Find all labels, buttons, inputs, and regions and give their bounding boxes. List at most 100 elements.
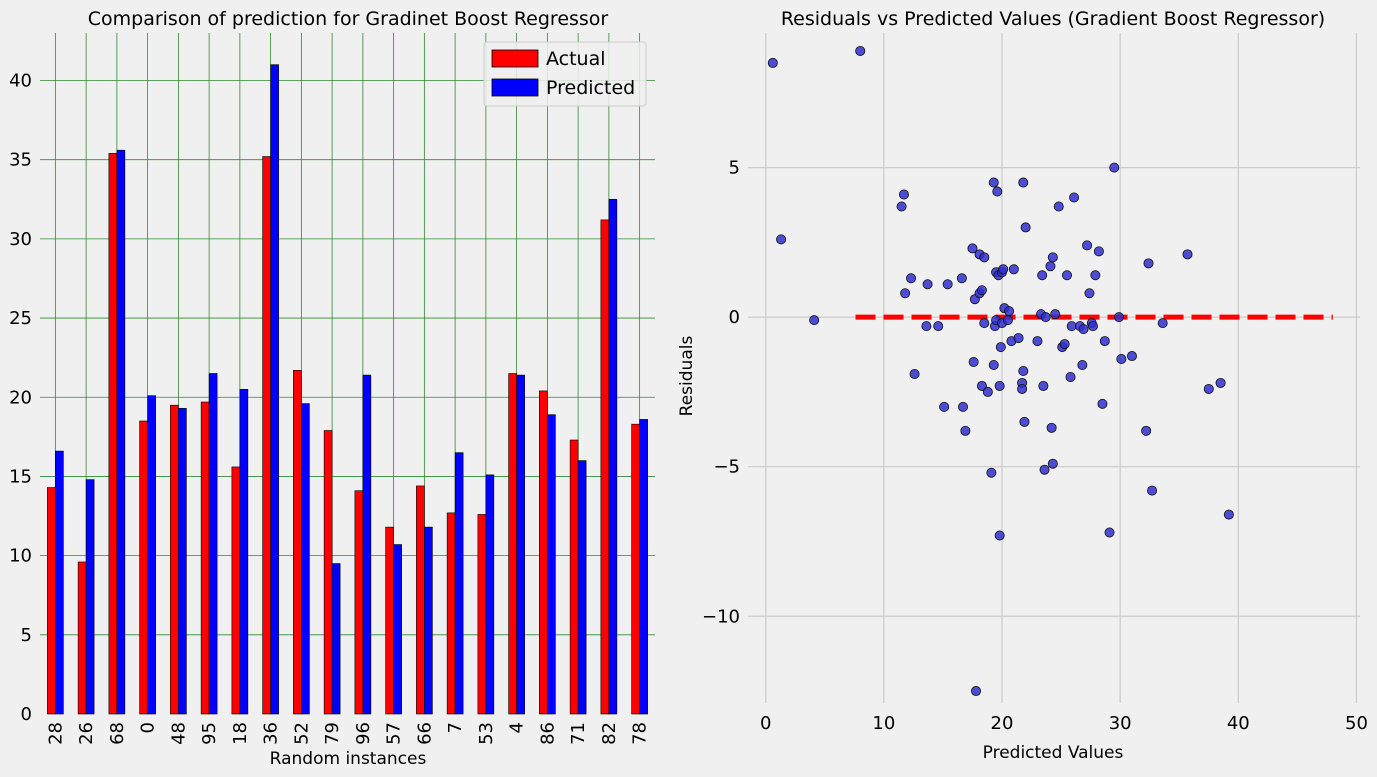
bar-y-tick-label: 15 — [9, 466, 32, 487]
scatter-x-tick-label: 50 — [1345, 713, 1368, 734]
scatter-point — [1019, 416, 1030, 427]
scatter-point — [1046, 422, 1057, 433]
scatter-point — [1002, 315, 1013, 326]
bar-actual-79 — [323, 430, 333, 715]
scatter-point — [976, 380, 987, 391]
bar-predicted-96 — [362, 374, 372, 715]
bar-predicted-57 — [393, 544, 402, 715]
scatter-point — [896, 201, 907, 212]
legend-label-actual: Actual — [546, 48, 606, 70]
scatter-point — [1099, 336, 1110, 347]
bar-actual-86 — [539, 390, 548, 715]
bar-predicted-52 — [301, 403, 310, 715]
bar-predicted-7 — [454, 452, 464, 715]
scatter-point — [1047, 252, 1058, 263]
scatter-point — [1082, 240, 1093, 251]
bar-x-tick-label: 53 — [476, 722, 497, 745]
scatter-point — [1116, 354, 1127, 365]
scatter-point — [988, 360, 999, 371]
bar-chart-y-ticks: 0 5 10 15 20 25 30 35 40 — [9, 71, 32, 725]
bar-y-tick-label: 20 — [9, 387, 32, 408]
scatter-point — [1017, 383, 1028, 394]
bar-actual-4 — [508, 373, 517, 715]
scatter-point — [776, 234, 787, 245]
scatter-point — [922, 279, 933, 290]
scatter-chart-x-ticks: 0 10 20 30 40 50 — [760, 713, 1368, 734]
scatter-point — [900, 288, 911, 299]
scatter-point — [1104, 527, 1115, 538]
scatter-point — [1097, 398, 1108, 409]
scatter-point — [998, 264, 1009, 275]
scatter-point — [898, 189, 909, 200]
scatter-x-tick-label: 0 — [760, 713, 771, 734]
scatter-point — [986, 467, 997, 478]
bar-chart-legend: Actual Predicted — [483, 41, 647, 107]
scatter-x-tick-label: 40 — [1227, 713, 1250, 734]
scatter-chart-ylabel: Residuals — [677, 336, 697, 417]
bar-x-tick-label: 71 — [568, 722, 589, 745]
bar-actual-18 — [231, 466, 241, 715]
scatter-point — [921, 321, 932, 332]
scatter-point — [1077, 360, 1088, 371]
scatter-point — [976, 285, 987, 296]
scatter-point — [988, 177, 999, 188]
bar-actual-96 — [354, 490, 364, 715]
scatter-y-tick-label: −10 — [702, 606, 740, 627]
scatter-point — [1143, 258, 1154, 269]
bar-predicted-36 — [270, 64, 279, 715]
scatter-point — [994, 380, 1005, 391]
scatter-point — [979, 252, 990, 263]
scatter-point — [809, 315, 820, 326]
bar-x-tick-label: 18 — [230, 722, 251, 745]
bar-chart-xlabel: Random instances — [270, 749, 427, 769]
scatter-point — [971, 686, 982, 697]
bar-predicted-78 — [639, 419, 648, 715]
bar-actual-26 — [77, 561, 87, 715]
scatter-point — [1203, 383, 1214, 394]
scatter-point — [1078, 324, 1089, 335]
scatter-y-tick-label: −5 — [713, 457, 740, 478]
bar-actual-71 — [569, 439, 579, 715]
scatter-point — [1032, 336, 1043, 347]
bar-x-tick-label: 78 — [630, 722, 651, 745]
scatter-point — [992, 186, 1003, 197]
bar-x-tick-label: 68 — [107, 722, 128, 745]
bar-chart: Comparison of prediction for Gradinet Bo… — [9, 8, 655, 769]
bar-x-tick-label: 36 — [261, 722, 282, 745]
scatter-y-tick-label: 0 — [729, 307, 740, 328]
scatter-point — [1141, 425, 1152, 436]
bar-x-tick-label: 79 — [322, 722, 343, 745]
scatter-point — [939, 401, 950, 412]
bar-predicted-82 — [608, 198, 618, 715]
bar-chart-title: Comparison of prediction for Gradinet Bo… — [88, 8, 609, 30]
bar-x-tick-label: 28 — [45, 722, 66, 745]
scatter-point — [1215, 377, 1226, 388]
bar-actual-36 — [262, 156, 271, 715]
scatter-point — [1018, 365, 1029, 376]
bar-actual-68 — [108, 153, 118, 715]
bar-x-tick-label: 0 — [138, 722, 159, 733]
bar-actual-7 — [446, 512, 456, 715]
scatter-point — [855, 45, 866, 56]
scatter-point — [1053, 201, 1064, 212]
scatter-point — [956, 273, 967, 284]
scatter-point — [1038, 380, 1049, 391]
scatter-point — [1037, 270, 1048, 281]
bar-actual-0 — [139, 420, 148, 715]
bar-y-tick-label: 25 — [9, 308, 32, 329]
scatter-point — [1061, 270, 1072, 281]
scatter-point — [1093, 246, 1104, 257]
scatter-point — [1020, 222, 1031, 233]
bar-y-tick-label: 0 — [21, 704, 32, 725]
scatter-chart: Residuals vs Predicted Values (Gradient … — [677, 8, 1368, 763]
bar-y-tick-label: 10 — [9, 546, 32, 567]
bar-x-tick-label: 4 — [507, 722, 528, 733]
bar-predicted-18 — [239, 389, 249, 715]
bar-chart-bars — [47, 64, 648, 715]
scatter-point — [1050, 309, 1061, 320]
scatter-point — [1047, 458, 1058, 469]
bar-actual-66 — [416, 485, 425, 715]
bar-predicted-86 — [547, 414, 556, 715]
bar-x-tick-label: 66 — [414, 722, 435, 745]
scatter-chart-y-ticks: −10 −5 0 5 — [702, 158, 740, 628]
